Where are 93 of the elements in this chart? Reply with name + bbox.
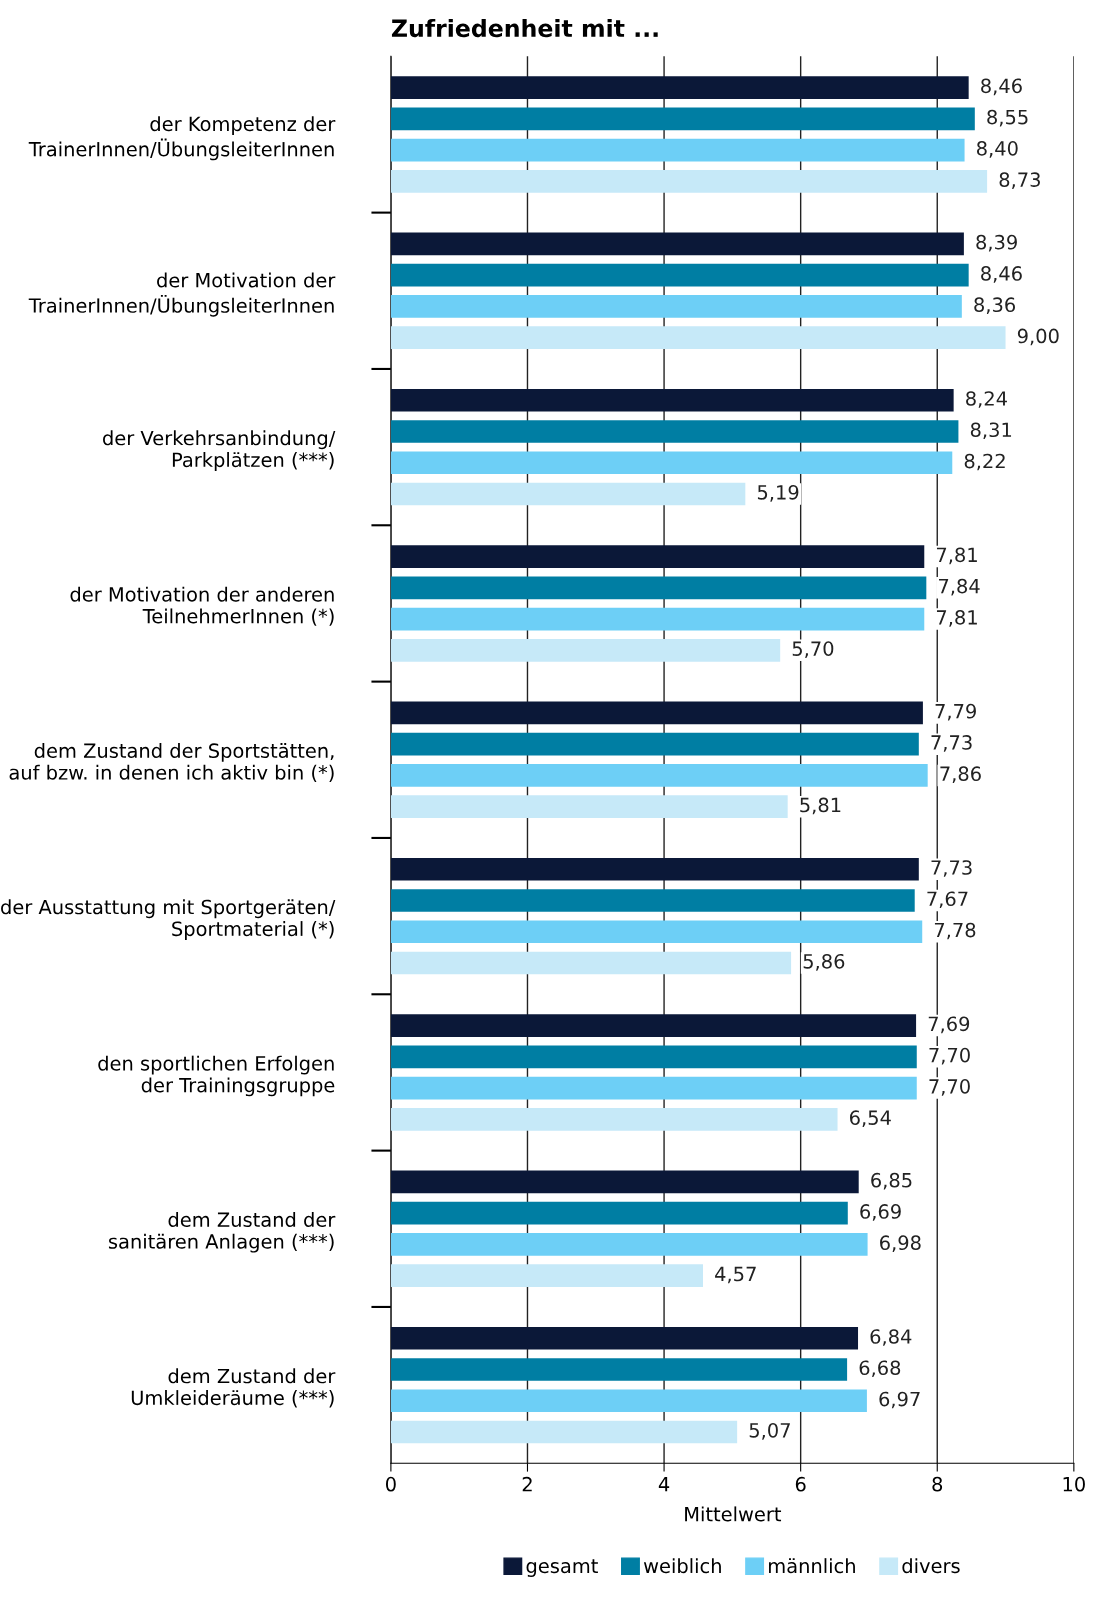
- bar: [390, 576, 927, 600]
- y-tick-label: der Motivation der TrainerInnen/ÜbungsleiterInnen: [28, 272, 336, 317]
- bar: [390, 889, 915, 912]
- bar: [390, 701, 923, 725]
- bar: [390, 1358, 848, 1381]
- x-axis-title: Mittelwert: [685, 1506, 782, 1522]
- bar: [390, 1389, 867, 1413]
- bar: [390, 1170, 859, 1194]
- data-label: 8,46: [981, 266, 1022, 283]
- bar: [390, 76, 969, 99]
- legend-label: weiblich: [643, 1558, 721, 1574]
- bar: [390, 1264, 703, 1288]
- data-label: 8,46: [981, 78, 1022, 96]
- bar: [390, 857, 919, 881]
- y-tick-label: den sportlichen Erfolgen der Trainingsgruppe: [98, 1055, 335, 1097]
- data-label: 7,73: [931, 860, 972, 877]
- data-label: 9,00: [1017, 328, 1059, 346]
- bar: [390, 138, 965, 162]
- data-label: 7,81: [936, 610, 977, 627]
- x-tick-label: 2: [522, 1476, 532, 1492]
- data-label: 8,39: [976, 234, 1017, 252]
- data-label: 6,98: [880, 1235, 921, 1253]
- data-label: 7,86: [940, 766, 981, 784]
- legend-label: männlich: [769, 1558, 855, 1574]
- data-label: 6,54: [850, 1110, 891, 1127]
- bar: [390, 1076, 917, 1100]
- y-tick-label: der Kompetenz der TrainerInnen/ÜbungsleiterInnen: [28, 116, 336, 161]
- bar: [390, 795, 788, 819]
- bar: [390, 1420, 738, 1444]
- data-label: 6,85: [871, 1172, 912, 1190]
- data-label: 7,67: [927, 891, 968, 909]
- x-tick-label: 6: [795, 1476, 806, 1492]
- y-tick-label: dem Zustand der sanitären Anlagen (***): [108, 1211, 336, 1253]
- x-tick-label: 0: [385, 1476, 396, 1492]
- bar: [390, 107, 975, 131]
- data-label: 8,40: [977, 141, 1018, 158]
- data-label: 8,22: [964, 453, 1005, 471]
- x-tick-label: 10: [1063, 1476, 1085, 1492]
- bar: [390, 420, 959, 443]
- bar: [390, 920, 923, 944]
- bar: [390, 1326, 859, 1350]
- y-tick-label: der Verkehrsanbindung/ Parkplätzen (***): [103, 430, 336, 471]
- bar: [390, 1201, 848, 1225]
- data-label: 7,81: [936, 547, 977, 565]
- data-label: 6,84: [870, 1329, 912, 1346]
- data-label: 7,84: [939, 578, 980, 596]
- bar: [390, 1108, 838, 1131]
- data-label: 5,19: [757, 484, 799, 502]
- y-tick-label: der Ausstattung mit Sportgeräten/ Sportmaterial (*): [1, 899, 336, 940]
- data-label: 8,73: [999, 172, 1040, 189]
- bar: [390, 1014, 917, 1037]
- chart-title: Zufriedenheit mit ...: [391, 18, 658, 38]
- y-tick-label: der Motivation der anderen TeilnehmerInnen (*): [70, 586, 334, 626]
- data-label: 7,79: [935, 703, 976, 721]
- bar: [390, 1045, 917, 1069]
- data-label: 8,24: [966, 391, 1007, 408]
- data-label: 7,78: [934, 922, 976, 940]
- bar: [390, 232, 964, 256]
- bar: [390, 951, 792, 975]
- bar: [390, 170, 988, 193]
- data-label: 8,36: [974, 297, 1016, 315]
- bar: [390, 388, 954, 412]
- data-label: 5,81: [800, 797, 841, 815]
- legend-label: divers: [902, 1558, 960, 1574]
- data-label: 7,70: [929, 1079, 970, 1096]
- data-label: 8,55: [987, 109, 1028, 127]
- data-label: 5,07: [749, 1422, 790, 1440]
- data-label: 6,97: [879, 1391, 920, 1409]
- data-label: 8,31: [970, 422, 1012, 440]
- bar: [390, 545, 925, 568]
- bar: [390, 295, 962, 318]
- bar: [390, 451, 953, 475]
- data-label: 7,73: [931, 735, 972, 752]
- bar: [390, 482, 746, 506]
- bar: [390, 263, 969, 287]
- data-label: 6,69: [860, 1204, 901, 1221]
- legend-label: gesamt: [526, 1559, 598, 1577]
- x-tick-label: 4: [658, 1477, 670, 1492]
- data-label: 5,70: [792, 641, 834, 658]
- data-label: 4,57: [715, 1266, 756, 1284]
- y-tick-label: dem Zustand der Sportstätten, auf bzw. in denen ich aktiv bin (*): [9, 742, 334, 783]
- data-label: 6,68: [859, 1360, 901, 1378]
- bar: [390, 326, 1006, 350]
- bar: [390, 732, 919, 756]
- x-tick-label: 8: [932, 1476, 943, 1492]
- data-label: 5,86: [803, 953, 845, 971]
- bar: [390, 1233, 868, 1256]
- data-label: 7,69: [928, 1016, 970, 1034]
- y-tick-label: dem Zustand der Umkleideräume (***): [131, 1368, 336, 1408]
- bar: [390, 764, 928, 787]
- bar: [390, 639, 781, 662]
- bar: [390, 607, 925, 631]
- data-label: 7,70: [929, 1047, 970, 1065]
